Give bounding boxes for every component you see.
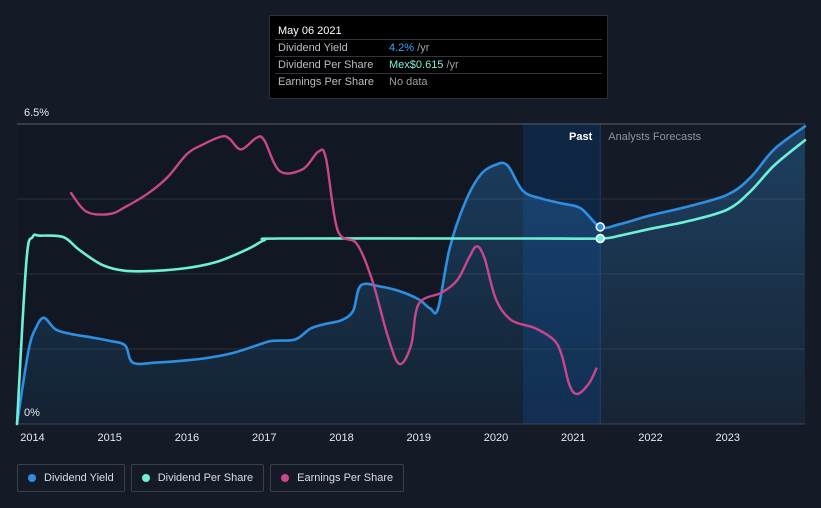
dividend-yield-area [17,126,805,425]
tooltip-row-dividend-per-share: Dividend Per Share Mex$0.615 /yr [270,56,607,73]
legend-item-dividend-yield[interactable]: Dividend Yield [17,464,125,492]
x-tick-label: 2018 [329,432,353,444]
x-tick-label: 2021 [561,432,585,444]
legend-item-earnings-per-share[interactable]: Earnings Per Share [270,464,405,492]
x-tick-label: 2017 [252,432,276,444]
forecast-label: Analysts Forecasts [608,131,701,143]
dividend-per-share-marker [595,233,606,244]
x-tick-label: 2023 [716,432,740,444]
y-tick-label-top: 6.5% [24,107,49,119]
x-tick-label: 2014 [20,432,44,444]
dividend-yield-dot-icon [28,474,36,482]
tooltip-label: Dividend Per Share [278,59,374,71]
legend: Dividend Yield Dividend Per Share Earnin… [17,464,405,492]
tooltip-label: Dividend Yield [278,42,348,54]
earnings-per-share-line [69,134,598,396]
x-tick-label: 2016 [175,432,199,444]
earnings-per-share-dot-icon [281,474,290,482]
y-tick-label-bottom: 0% [24,407,40,419]
legend-label: Dividend Yield [44,472,114,484]
dividend-per-share-dot-icon [141,474,150,482]
tooltip-row-earnings-per-share: Earnings Per Share No data [270,73,607,90]
tooltip-label: Earnings Per Share [278,76,374,88]
past-label: Past [569,131,593,143]
x-tick-label: 2019 [406,432,430,444]
x-tick-label: 2022 [638,432,662,444]
legend-label: Earnings Per Share [297,472,394,484]
x-tick-label: 2020 [484,432,508,444]
tooltip-value: Mex$0.615 /yr [389,59,459,71]
tooltip-row-dividend-yield: Dividend Yield 4.2% /yr [270,39,607,56]
dividend-per-share-line [15,138,807,426]
dividend-yield-marker [595,222,606,232]
tooltip-date: May 06 2021 [278,25,342,37]
x-tick-label: 2015 [97,432,121,444]
tooltip: May 06 2021 Dividend Yield 4.2% /yr Divi… [269,15,608,99]
tooltip-value: No data [389,76,428,88]
tooltip-value: 4.2% /yr [389,42,430,54]
legend-item-dividend-per-share[interactable]: Dividend Per Share [130,464,265,492]
legend-label: Dividend Per Share [157,472,254,484]
